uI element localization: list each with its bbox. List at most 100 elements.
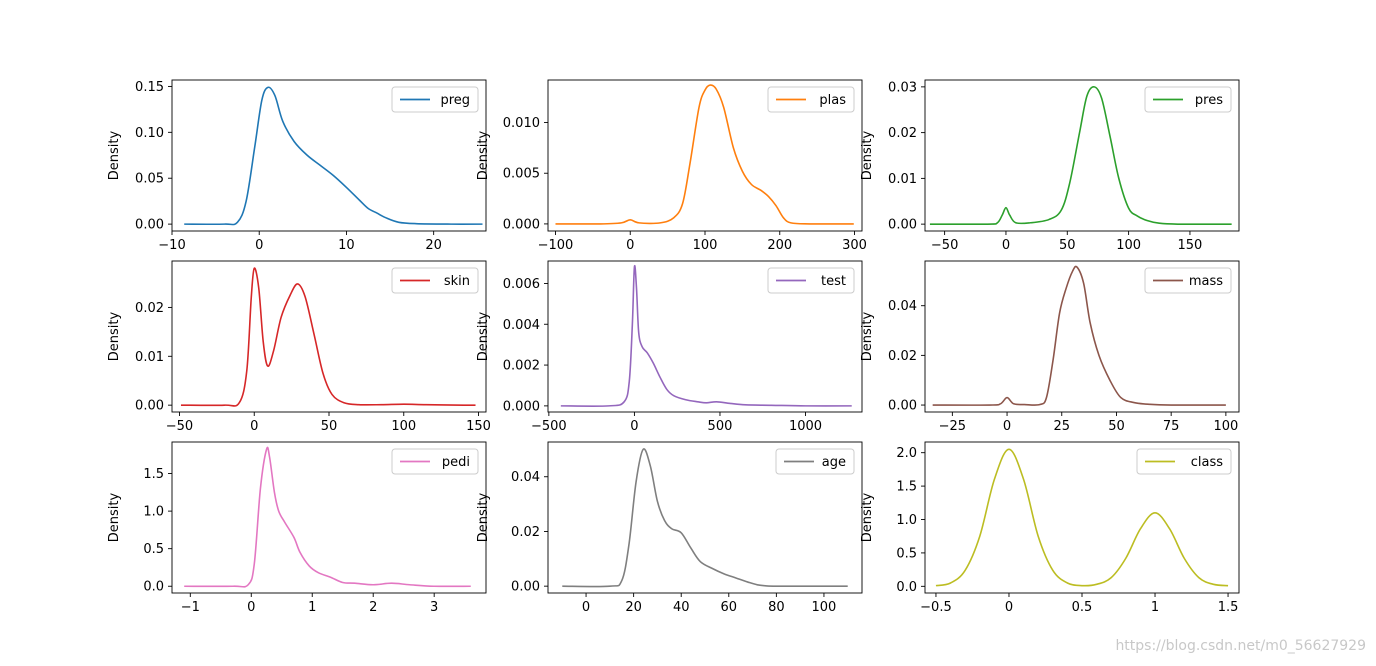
y-tick-label: 0.004: [503, 318, 540, 333]
x-tick-label: 20: [625, 600, 642, 615]
x-tick-label: 300: [842, 238, 867, 253]
axes-frame: [171, 441, 487, 594]
legend-label: class: [1191, 455, 1223, 470]
x-tick-label: 3: [430, 600, 438, 615]
subplot-preg: −10 0 10 20 0.00 0.05 0.10 0.15 Density preg: [107, 79, 487, 253]
x-tick-label: 150: [466, 419, 491, 434]
legend-label: preg: [440, 93, 470, 108]
y-axis-label: Density: [107, 492, 122, 542]
x-tick-label: 100: [1116, 238, 1141, 253]
subplot-test: −500 0 500 1000 0.000 0.002 0.004 0.006 Density t…: [476, 260, 863, 434]
y-tick-label: 1.5: [143, 467, 164, 482]
y-axis-label: Density: [476, 311, 491, 361]
x-tick-label: 0: [255, 238, 263, 253]
x-tick-label: −100: [538, 238, 574, 253]
density-line-pedi: [184, 446, 471, 588]
legend-label: skin: [444, 274, 470, 289]
y-tick-label: 0.00: [888, 218, 917, 233]
legend-box: [767, 267, 855, 294]
x-tick-label: 0: [626, 238, 634, 253]
density-line-skin: [180, 267, 476, 407]
subplot-class: −0.5 0 0.5 1 1.5 0.0 0.5 1.0 1.5 2.0 Density class: [860, 441, 1240, 615]
subplot-age: 0 20 40 60 80 100 0.00 0.02 0.04 Density age: [476, 441, 863, 615]
x-tick-label: 20: [425, 238, 442, 253]
legend-preg: preg: [391, 86, 479, 113]
y-tick-label: 0.15: [135, 80, 164, 95]
y-tick-label: 0.0: [143, 580, 164, 595]
legend-skin: skin: [391, 267, 479, 294]
x-tick-label: 150: [1178, 238, 1203, 253]
legend-test: test: [767, 267, 855, 294]
y-tick-label: 1.0: [143, 505, 164, 520]
y-axis-label: Density: [860, 130, 875, 180]
y-tick-label: 0.05: [135, 172, 164, 187]
subplot-pres: −50 0 50 100 150 0.00 0.01 0.02 0.03 Density pres: [860, 79, 1240, 253]
x-tick-label: 0: [1002, 238, 1010, 253]
y-axis-label: Density: [107, 311, 122, 361]
y-tick-label: 0.02: [888, 349, 917, 364]
x-tick-label: 80: [768, 600, 785, 615]
x-tick-label: −10: [158, 238, 185, 253]
y-axis-label: Density: [860, 311, 875, 361]
x-tick-label: 0: [1003, 419, 1011, 434]
legend-box: [1136, 448, 1232, 475]
legend-box: [775, 448, 855, 475]
axes-frame: [547, 260, 863, 413]
y-tick-label: 0.04: [511, 470, 540, 485]
y-tick-label: 0.04: [888, 299, 917, 314]
y-tick-label: 0.00: [511, 580, 540, 595]
density-line-mass: [932, 265, 1226, 406]
y-tick-label: 2.0: [896, 446, 917, 461]
x-tick-label: 1000: [789, 419, 822, 434]
legend-label: plas: [819, 93, 846, 108]
x-tick-label: 0: [630, 419, 638, 434]
y-tick-label: 0.005: [503, 167, 540, 182]
subplot-plas: −100 0 100 200 300 0.000 0.005 0.010 Density plas: [476, 79, 867, 253]
axes-frame: [924, 260, 1240, 413]
y-tick-label: 0.0: [896, 580, 917, 595]
x-tick-label: −50: [931, 238, 958, 253]
y-tick-label: 0.5: [143, 542, 164, 557]
y-tick-label: 0.10: [135, 126, 164, 141]
y-tick-label: 0.002: [503, 359, 540, 374]
x-tick-label: 100: [693, 238, 718, 253]
legend-box: [1144, 267, 1232, 294]
legend-class: class: [1136, 448, 1232, 475]
x-tick-label: 1: [308, 600, 316, 615]
x-tick-label: 10: [338, 238, 355, 253]
y-tick-label: 0.000: [503, 217, 540, 232]
y-tick-label: 0.03: [888, 80, 917, 95]
x-tick-label: 0: [582, 600, 590, 615]
density-line-test: [560, 264, 852, 407]
density-line-pres: [929, 86, 1232, 226]
x-tick-label: −500: [531, 419, 567, 434]
y-tick-label: 0.01: [135, 350, 164, 365]
x-tick-label: 100: [1213, 419, 1238, 434]
density-line-class: [935, 448, 1229, 587]
x-tick-label: 200: [767, 238, 792, 253]
y-tick-label: 1.5: [896, 480, 917, 495]
x-tick-label: −50: [166, 419, 193, 434]
legend-box: [391, 267, 479, 294]
x-tick-label: −0.5: [920, 600, 952, 615]
density-line-plas: [555, 84, 854, 225]
y-tick-label: 0.00: [135, 218, 164, 233]
x-tick-label: 1.5: [1218, 600, 1239, 615]
subplot-pedi: −1 0 1 2 3 0.0 0.5 1.0 1.5 Density pedi: [107, 441, 487, 615]
y-tick-label: 0.010: [503, 116, 540, 131]
legend-pedi: pedi: [391, 448, 479, 475]
legend-box: [767, 86, 855, 113]
axes-frame: [171, 79, 487, 232]
axes-frame: [547, 441, 863, 594]
x-tick-label: 75: [1163, 419, 1180, 434]
y-tick-label: 0.006: [503, 277, 540, 292]
x-tick-label: 25: [1053, 419, 1070, 434]
x-tick-label: 0: [247, 600, 255, 615]
x-tick-label: 0.5: [1072, 600, 1093, 615]
legend-plas: plas: [767, 86, 855, 113]
legend-label: mass: [1189, 274, 1223, 289]
x-tick-label: 1: [1151, 600, 1159, 615]
legend-box: [1144, 86, 1232, 113]
x-tick-label: 0: [1005, 600, 1013, 615]
